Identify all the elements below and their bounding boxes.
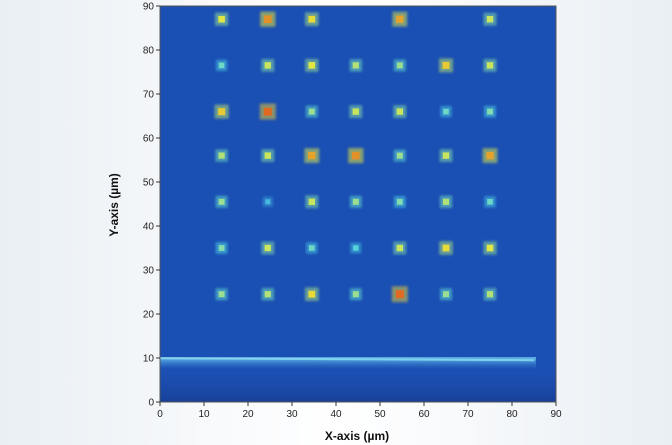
y-axis-title: Y-axis (µm) <box>107 173 121 237</box>
heatmap-spot <box>442 244 450 252</box>
y-tick-label: 90 <box>143 2 155 13</box>
heatmap-spot <box>308 15 316 23</box>
heatmap-spot <box>486 16 494 23</box>
heatmap-spot <box>264 15 272 23</box>
x-tick-label: 20 <box>242 409 254 420</box>
heatmap-spot <box>218 152 225 159</box>
heatmap-spot <box>352 291 359 298</box>
heatmap-spot <box>352 198 359 205</box>
heatmap-spot <box>218 198 225 205</box>
heatmap-spot <box>486 151 494 160</box>
heatmap-spot <box>308 62 316 69</box>
y-tick-label: 0 <box>148 398 154 409</box>
heatmap-spot <box>486 62 494 69</box>
y-tick-label: 20 <box>143 310 155 321</box>
heatmap-spot <box>308 108 315 115</box>
heatmap-spot <box>263 107 272 116</box>
heatmap-spot <box>308 290 316 298</box>
x-axis-ticks: 0 10 20 30 40 50 60 70 80 90 <box>157 402 562 420</box>
heatmap-spot <box>264 244 271 252</box>
plot-frame <box>159 5 557 403</box>
x-tick-label: 60 <box>418 409 430 420</box>
heatmap-spot <box>265 199 271 205</box>
x-tick-label: 80 <box>506 409 518 420</box>
bright-band-line <box>159 357 535 362</box>
x-tick-label: 50 <box>374 409 386 420</box>
heatmap-spot <box>486 291 494 298</box>
heatmap-spot <box>308 151 316 160</box>
x-tick-label: 30 <box>286 409 298 420</box>
heatmap-spot <box>443 108 449 115</box>
heatmap-spot <box>396 15 404 23</box>
heatmap-spot <box>396 108 403 115</box>
heatmap-spot <box>487 108 493 115</box>
heatmap-spot <box>264 152 271 159</box>
heatmap-spot <box>308 198 315 205</box>
x-tick-label: 10 <box>198 409 210 420</box>
heatmap-spot <box>396 152 403 159</box>
heatmap-spot <box>218 62 225 69</box>
heatmap-spot <box>353 245 359 251</box>
heatmap-spot <box>218 245 225 251</box>
y-tick-label: 60 <box>143 134 155 145</box>
y-tick-label: 70 <box>143 90 155 101</box>
x-axis-title: X-axis (µm) <box>325 429 389 443</box>
heatmap-spot <box>352 108 359 115</box>
heatmap-spot <box>352 151 360 160</box>
x-tick-label: 70 <box>462 409 474 420</box>
heatmap-spot <box>442 61 450 69</box>
heatmap-spot <box>486 244 494 252</box>
heatmap-spot <box>264 291 271 298</box>
heatmap-spot <box>218 108 226 116</box>
heatmap-spot <box>442 152 450 159</box>
y-tick-label: 10 <box>143 354 155 365</box>
heatmap-spot <box>443 291 449 298</box>
heatmap-spot <box>396 62 403 69</box>
heatmap-spot <box>442 198 450 205</box>
heatmap-spot <box>396 198 403 205</box>
y-tick-label: 30 <box>143 266 155 277</box>
heatmap-spot <box>218 15 225 23</box>
heatmap-spot <box>264 62 271 69</box>
heatmap-spot <box>487 199 493 205</box>
heatmap-spot <box>396 244 403 252</box>
x-tick-label: 90 <box>550 409 562 420</box>
plot-area <box>159 5 557 403</box>
heatmap-spot <box>218 291 225 298</box>
heatmap-spot <box>395 290 404 299</box>
y-axis-ticks: 0 10 20 30 40 50 60 70 80 90 <box>143 2 160 409</box>
heatmap-spot <box>352 62 359 69</box>
y-tick-label: 40 <box>143 222 155 233</box>
x-tick-label: 0 <box>157 409 163 420</box>
y-tick-label: 80 <box>143 46 155 57</box>
heatmap-spot <box>309 245 315 251</box>
x-tick-label: 40 <box>330 409 342 420</box>
y-tick-label: 50 <box>143 178 155 189</box>
